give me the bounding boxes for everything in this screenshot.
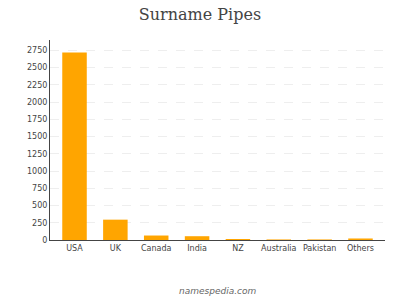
svg-text:Others: Others — [347, 244, 374, 253]
svg-text:2750: 2750 — [27, 46, 47, 55]
svg-text:250: 250 — [32, 219, 47, 228]
svg-text:Canada: Canada — [141, 244, 172, 253]
svg-text:0: 0 — [42, 236, 47, 245]
svg-text:India: India — [187, 244, 207, 253]
svg-text:UK: UK — [110, 244, 122, 253]
svg-text:1750: 1750 — [27, 115, 47, 124]
svg-text:USA: USA — [66, 244, 83, 253]
svg-text:2000: 2000 — [27, 98, 47, 107]
svg-text:1500: 1500 — [27, 132, 47, 141]
svg-text:2500: 2500 — [27, 63, 47, 72]
svg-text:750: 750 — [32, 184, 47, 193]
svg-text:1000: 1000 — [27, 167, 47, 176]
svg-text:2250: 2250 — [27, 81, 47, 90]
svg-text:namespedia.com: namespedia.com — [179, 286, 257, 296]
svg-text:Surname Pipes: Surname Pipes — [139, 5, 261, 24]
svg-text:500: 500 — [32, 201, 47, 210]
svg-text:1250: 1250 — [27, 150, 47, 159]
svg-text:NZ: NZ — [232, 244, 244, 253]
svg-text:Australia: Australia — [261, 244, 296, 253]
svg-text:Pakistan: Pakistan — [303, 244, 337, 253]
